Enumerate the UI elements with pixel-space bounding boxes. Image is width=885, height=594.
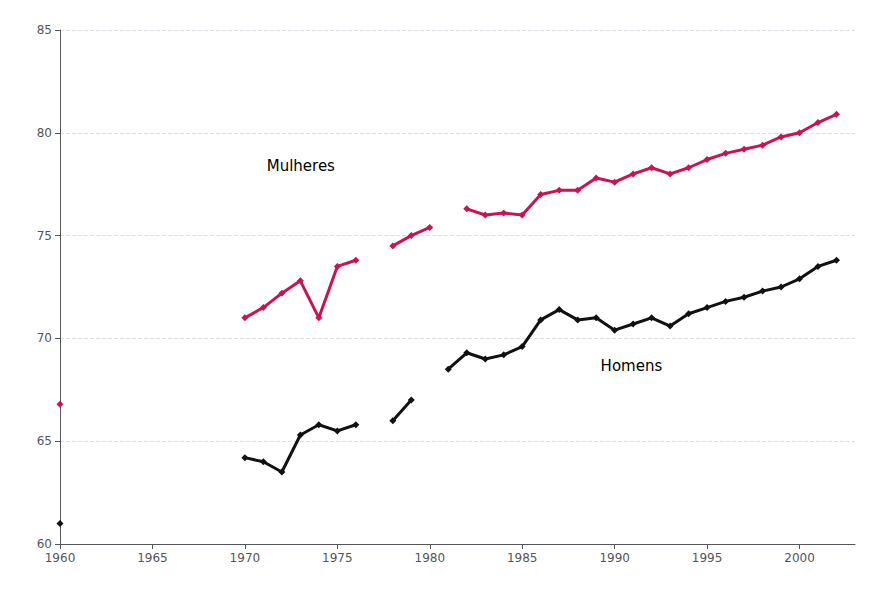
svg-text:85: 85 (37, 23, 52, 37)
svg-text:Mulheres: Mulheres (267, 157, 335, 175)
svg-text:1975: 1975 (322, 551, 353, 565)
svg-text:2000: 2000 (784, 551, 815, 565)
svg-text:1980: 1980 (414, 551, 445, 565)
svg-text:1985: 1985 (507, 551, 538, 565)
svg-text:70: 70 (37, 331, 52, 345)
svg-text:80: 80 (37, 126, 52, 140)
svg-text:1970: 1970 (230, 551, 261, 565)
svg-text:65: 65 (37, 434, 52, 448)
svg-text:75: 75 (37, 229, 52, 243)
svg-text:1965: 1965 (137, 551, 168, 565)
svg-text:1990: 1990 (599, 551, 630, 565)
svg-text:Homens: Homens (601, 357, 663, 375)
svg-text:1960: 1960 (45, 551, 76, 565)
svg-text:60: 60 (37, 537, 52, 551)
svg-text:1995: 1995 (692, 551, 723, 565)
